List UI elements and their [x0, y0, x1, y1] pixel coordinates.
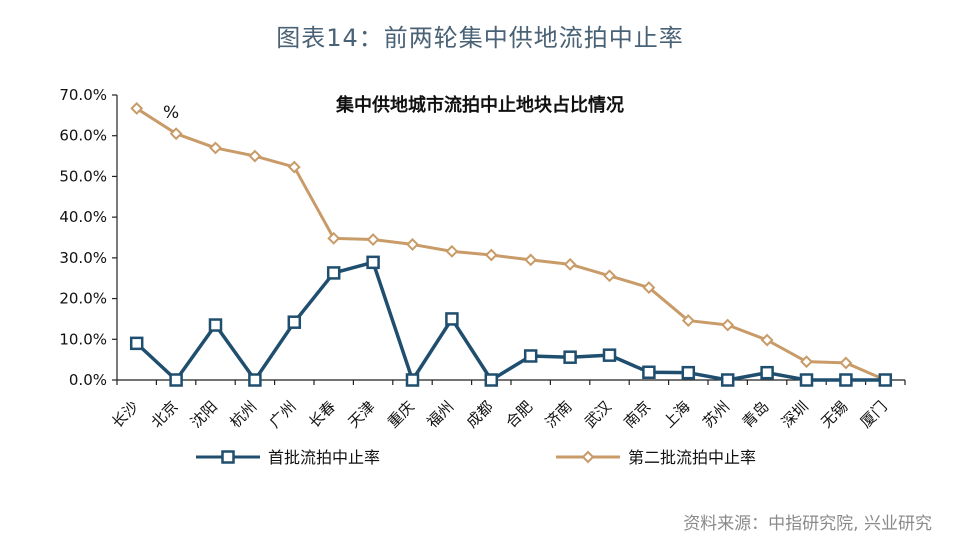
- x-tick-label: 成都: [463, 397, 497, 431]
- legend-marker: [581, 450, 595, 464]
- x-tick-label: 南京: [620, 397, 654, 431]
- data-point: [208, 318, 223, 332]
- x-tick-label: 长沙: [108, 397, 142, 431]
- x-tick-label: 青岛: [739, 397, 773, 431]
- data-point: [406, 238, 419, 251]
- data-point: [681, 365, 696, 380]
- legend-item-2: 第二批流拍中止率: [556, 448, 756, 467]
- data-point: [366, 255, 380, 270]
- y-tick-label: 0.0%: [69, 371, 107, 389]
- y-tick-label: 30.0%: [59, 249, 107, 267]
- x-tick-label: 厦门: [857, 397, 891, 431]
- x-tick-label: 苏州: [699, 397, 733, 431]
- series-2: [130, 102, 892, 387]
- series-1: [129, 255, 893, 387]
- data-point: [248, 373, 262, 387]
- data-point: [405, 373, 420, 387]
- data-point: [484, 373, 499, 387]
- data-point: [642, 365, 656, 380]
- data-point: [129, 336, 144, 351]
- x-tick-label: 杭州: [226, 397, 260, 431]
- data-point: [878, 373, 893, 387]
- data-point: [720, 373, 735, 387]
- data-point: [760, 333, 774, 347]
- legend: 首批流拍中止率 第二批流拍中止率: [196, 448, 756, 467]
- data-point: [799, 373, 814, 387]
- x-tick-label: 武汉: [581, 397, 615, 431]
- data-point: [681, 314, 695, 327]
- y-tick-label: 70.0%: [59, 86, 107, 104]
- data-point: [839, 373, 853, 387]
- legend-label: 第二批流拍中止率: [628, 448, 756, 467]
- x-tick-label: 长春: [305, 397, 339, 431]
- data-point: [563, 257, 577, 271]
- data-point: [445, 312, 459, 326]
- x-tick-label: 广州: [266, 397, 300, 431]
- x-tick-label: 天津: [345, 397, 379, 431]
- data-point: [603, 269, 616, 283]
- chart-title: 集中供地城市流拍中止地块占比情况: [335, 94, 624, 116]
- x-tick-label: 沈阳: [187, 397, 221, 431]
- legend-marker: [221, 450, 235, 464]
- data-point: [760, 365, 774, 380]
- data-point: [563, 350, 577, 364]
- y-tick-label: 20.0%: [59, 290, 107, 308]
- y-tick-label: 10.0%: [59, 330, 107, 348]
- data-point: [484, 248, 498, 262]
- y-tick-label: 50.0%: [59, 167, 107, 185]
- data-point: [602, 348, 617, 362]
- legend-item-1: 首批流拍中止率: [196, 448, 380, 467]
- x-tick-label: 重庆: [384, 397, 418, 431]
- x-tick-label: 合肥: [502, 397, 536, 431]
- x-tick-label: 北京: [148, 397, 182, 431]
- data-point: [800, 355, 813, 369]
- y-tick-label: 40.0%: [59, 208, 107, 226]
- data-point: [169, 127, 183, 141]
- data-point: [445, 244, 459, 258]
- data-point: [642, 281, 656, 294]
- series-line: [135, 107, 886, 382]
- x-axis: 长沙 北京 沈阳 杭州 广州 长春 天津 重庆 福州 成都 合肥 济南 武汉 南京 上海 苏州 青岛 深圳 无锡 厦门: [108, 379, 906, 431]
- data-point: [326, 266, 341, 280]
- data-point: [169, 373, 183, 387]
- x-tick-label: 无锡: [817, 397, 851, 431]
- data-point: [327, 231, 341, 245]
- y-axis: 0.0% 10.0% 20.0% 30.0% 40.0% 50.0% 60.0% 70.0%: [59, 86, 118, 389]
- data-point: [248, 149, 262, 163]
- data-point: [130, 102, 144, 115]
- figure-title: 图表14：前两轮集中供地流拍中止率: [276, 24, 684, 52]
- x-tick-label: 济南: [542, 397, 576, 431]
- series-line: [135, 260, 886, 382]
- data-point: [839, 356, 853, 370]
- data-point: [287, 315, 302, 329]
- x-tick-label: 上海: [660, 397, 694, 431]
- data-point: [721, 318, 735, 332]
- data-point: [209, 141, 222, 155]
- unit-label: %: [163, 103, 179, 123]
- source-note: 资料来源：中指研究院, 兴业研究: [683, 514, 932, 534]
- x-tick-label: 福州: [423, 397, 457, 431]
- data-point: [366, 233, 380, 246]
- data-point: [287, 160, 301, 174]
- data-point: [523, 349, 538, 363]
- legend-label: 首批流拍中止率: [268, 448, 380, 467]
- plot-area: [129, 102, 893, 387]
- x-tick-label: 深圳: [778, 397, 812, 431]
- y-tick-label: 60.0%: [59, 127, 107, 145]
- data-point: [524, 253, 538, 267]
